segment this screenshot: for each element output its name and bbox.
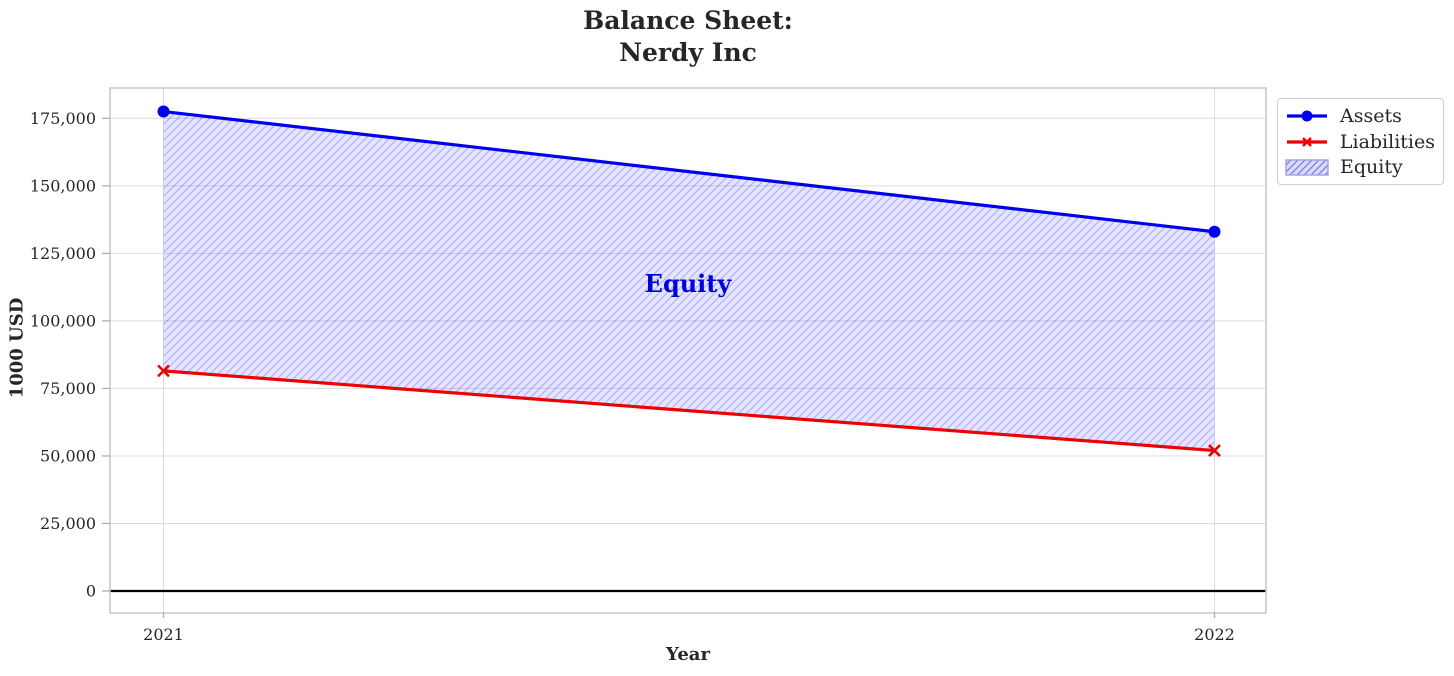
legend-item-assets: Assets	[1285, 103, 1435, 129]
equity-area	[163, 111, 1215, 451]
y-tick-label: 175,000	[30, 109, 96, 128]
y-tick-label: 25,000	[40, 514, 96, 533]
assets-line-marker-icon	[1287, 110, 1327, 122]
equity-annotation: Equity	[644, 269, 732, 299]
x-tick-label: 2022	[1194, 625, 1235, 644]
liabilities-line	[163, 369, 1215, 453]
y-tick-label: 0	[86, 582, 96, 601]
y-tick-label: 50,000	[40, 446, 96, 465]
chart-title-line2: Nerdy Inc	[619, 38, 757, 67]
legend: Assets Liabilities Equity	[1277, 98, 1444, 185]
legend-label-liabilities: Liabilities	[1339, 130, 1435, 153]
x-tick-label: 2021	[143, 625, 184, 644]
legend-item-liabilities: Liabilities	[1285, 129, 1435, 155]
chart-title: Balance Sheet: Nerdy Inc	[110, 5, 1266, 69]
assets-line	[163, 109, 1215, 234]
assets-marker	[157, 105, 170, 118]
equity-hatch-swatch-icon	[1285, 158, 1329, 176]
plot-border	[109, 87, 1267, 614]
liabilities-marker	[157, 364, 170, 378]
liabilities-marker	[1208, 444, 1221, 457]
chart-title-line1: Balance Sheet:	[583, 6, 793, 35]
liabilities-line-marker-icon	[1287, 136, 1327, 147]
legend-label-equity: Equity	[1340, 156, 1403, 179]
legend-item-equity: Equity	[1285, 154, 1435, 180]
x-axis-label: Year	[666, 644, 710, 665]
legend-label-assets: Assets	[1340, 104, 1402, 127]
y-tick-label: 150,000	[30, 176, 96, 195]
y-tick-label: 100,000	[30, 311, 96, 330]
y-tick-label: 125,000	[30, 244, 96, 263]
y-tick-label: 75,000	[40, 379, 96, 398]
assets-marker	[1208, 225, 1221, 238]
